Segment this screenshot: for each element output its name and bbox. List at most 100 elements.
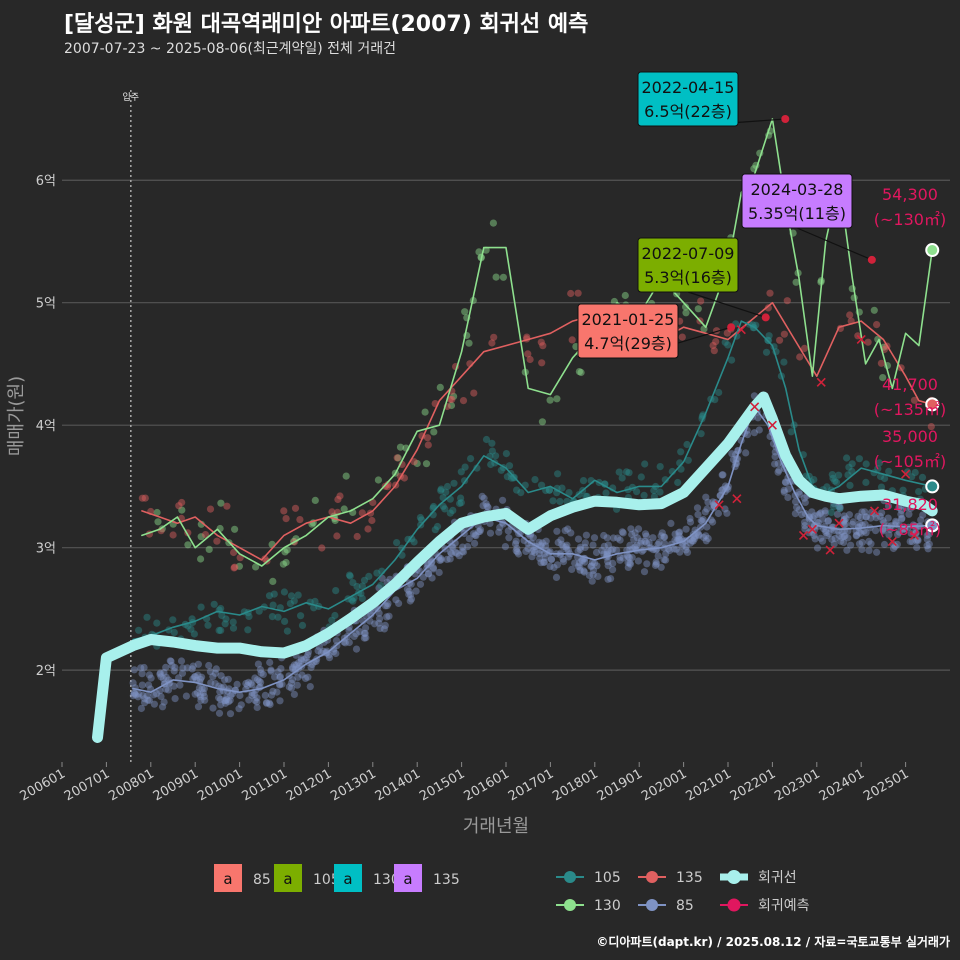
scatter-point-85 [152,690,161,698]
scatter-point-85 [604,558,612,566]
scatter-point-130 [153,508,161,517]
scatter-point-85 [253,694,261,702]
scatter-point-135 [537,338,545,346]
scatter-point-85 [217,701,225,709]
scatter-point-85 [825,529,833,538]
scatter-point-85 [641,537,649,546]
scatter-point-135 [524,350,532,358]
scatter-point-135 [400,474,408,482]
scatter-point-85 [674,535,682,544]
scatter-point-85 [297,656,305,665]
scatter-point-85 [654,540,662,549]
scatter-point-85 [626,560,635,568]
scatter-point-85 [435,553,443,561]
scatter-point-135 [336,492,344,500]
scatter-point-130 [694,305,702,313]
scatter-point-85 [553,561,562,569]
scatter-point-85 [625,554,633,562]
scatter-point-130 [422,460,431,468]
scatter-point-85 [858,508,866,516]
scatter-point-85 [628,530,636,539]
scatter-point-85 [273,688,281,696]
scatter-point-85 [655,538,663,547]
scatter-point-135 [393,454,401,462]
scatter-point-85 [465,535,473,543]
scatter-point-85 [330,645,338,653]
scatter-point-105 [637,473,645,481]
x-tick-label: 202301 [772,766,822,804]
scatter-point-135 [568,336,576,344]
scatter-point-85 [607,575,615,583]
scatter-point-105 [640,491,648,499]
scatter-point-85 [253,676,262,684]
scatter-point-135 [864,338,872,346]
x-tick-label: 201001 [195,766,245,804]
scatter-point-85 [271,673,279,681]
scatter-point-85 [626,559,634,567]
legend-line-dot [727,870,741,884]
scatter-point-85 [145,696,153,705]
scatter-point-105 [265,592,274,600]
scatter-point-105 [881,474,889,483]
scatter-point-85 [849,518,857,526]
scatter-point-85 [416,580,425,588]
scatter-point-85 [197,696,205,705]
scatter-point-85 [177,657,186,665]
x-tick-label: 202401 [817,766,867,804]
y-tick-label: 4억 [36,419,56,434]
prediction-x-marker [750,402,760,412]
scatter-point-85 [504,527,512,535]
scatter-point-85 [694,510,702,519]
scatter-point-85 [540,558,549,566]
scatter-point-85 [894,531,902,539]
prediction-x-marker [869,506,880,516]
scatter-point-85 [464,543,472,551]
scatter-point-105 [505,462,514,470]
scatter-point-85 [171,663,179,672]
scatter-point-105 [502,450,510,458]
scatter-point-105 [255,607,263,615]
prediction-price-label: 31,820 [882,495,938,514]
scatter-point-105 [439,502,447,510]
scatter-point-85 [459,543,467,551]
scatter-point-85 [879,527,887,535]
y-tick-label: 5억 [36,297,56,312]
scatter-point-85 [179,664,187,672]
scatter-point-85 [429,565,437,573]
scatter-point-85 [657,532,665,540]
scatter-point-85 [589,571,597,579]
scatter-point-85 [856,513,865,522]
scatter-point-85 [453,549,461,558]
scatter-point-85 [631,543,639,551]
scatter-point-105 [810,476,818,484]
scatter-point-85 [702,493,710,501]
scatter-point-85 [200,685,208,693]
scatter-point-85 [873,548,881,556]
scatter-point-135 [766,289,774,297]
regression-line [92,391,938,743]
scatter-point-105 [832,478,841,486]
scatter-point-85 [352,645,361,653]
scatter-point-85 [188,665,196,673]
scatter-point-135 [710,347,718,355]
scatter-point-85 [580,567,588,575]
prediction-point-85 [925,518,940,533]
scatter-point-85 [209,673,217,681]
scatter-point-85 [302,654,310,662]
scatter-point-105 [899,486,907,494]
scatter-point-85 [865,537,873,546]
scatter-point-85 [557,536,565,544]
scatter-point-85 [375,609,383,617]
x-tick-label: 200901 [151,766,201,804]
scatter-point-85 [919,511,927,519]
scatter-point-85 [686,514,694,523]
scatter-point-85 [278,680,286,688]
scatter-point-85 [215,709,224,717]
scatter-point-85 [201,696,209,704]
scatter-point-85 [301,674,310,683]
scatter-point-85 [428,574,436,582]
scatter-point-85 [267,666,275,674]
scatter-point-85 [701,508,709,516]
scatter-point-85 [699,515,707,524]
scatter-point-85 [811,535,819,543]
